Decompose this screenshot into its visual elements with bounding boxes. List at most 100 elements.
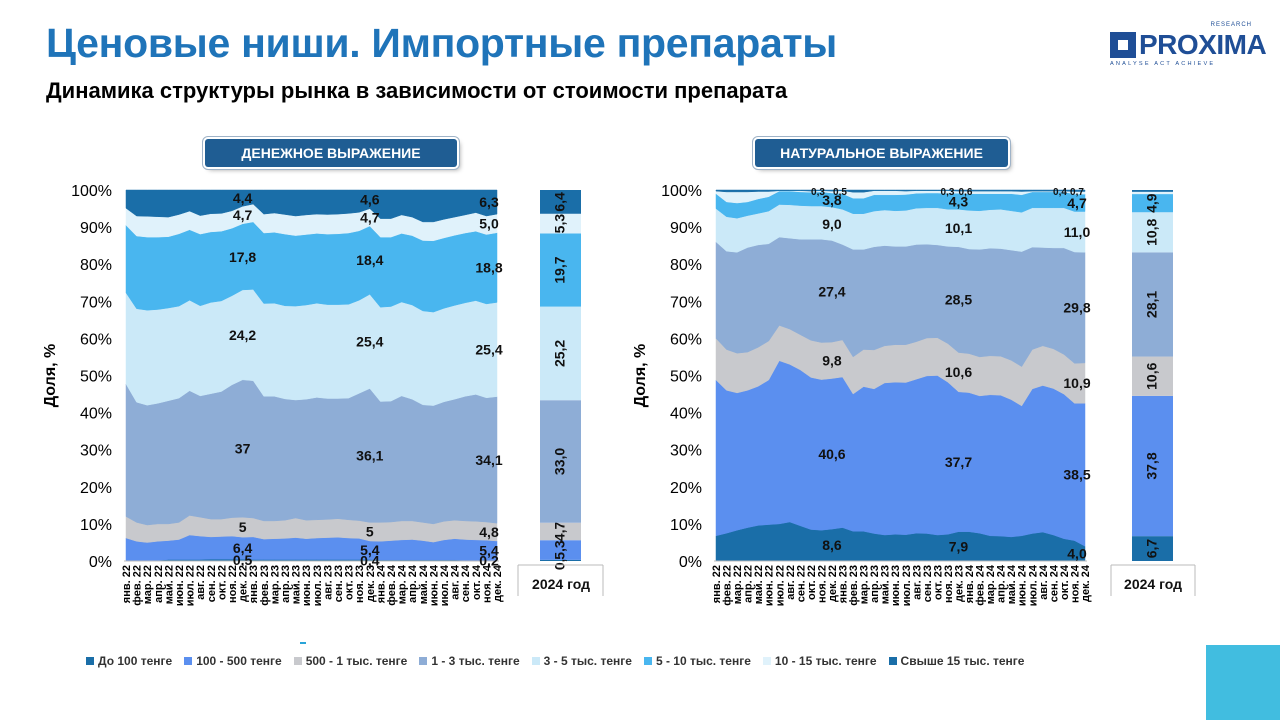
data-label: 0,7 xyxy=(1070,187,1084,198)
y-tick-label: 100% xyxy=(661,183,702,200)
legend-swatch xyxy=(293,657,302,665)
x-tick-label: июн. 22 xyxy=(764,565,776,606)
x-tick-label: дек. 23 xyxy=(365,565,377,602)
x-tick-label: янв. 22 xyxy=(711,565,723,603)
data-label: 0,5 xyxy=(833,187,847,198)
data-label: 4,4 xyxy=(233,190,253,206)
logo-research: RESEARCH xyxy=(1210,22,1252,28)
annual-bar-segment xyxy=(540,522,581,541)
data-label: 0,2 xyxy=(479,553,499,569)
logo-word: PROXIMA xyxy=(1139,29,1267,60)
x-tick-label: фев. 24 xyxy=(975,564,987,606)
legend-swatch xyxy=(531,657,540,665)
data-label: 10,1 xyxy=(945,220,972,236)
annual-data-label: 6,4 xyxy=(552,192,568,212)
annual-bar-segment xyxy=(1132,194,1173,213)
data-label: 10,9 xyxy=(1063,375,1090,391)
legend-swatch xyxy=(86,657,94,665)
data-label: 0,3 xyxy=(941,187,955,198)
annual-data-label: 28,1 xyxy=(1144,291,1160,318)
data-label: 24,2 xyxy=(229,327,256,343)
x-tick-label: апр. 23 xyxy=(280,565,292,603)
annual-label: 2024 год xyxy=(532,576,590,592)
data-label: 6,3 xyxy=(479,194,499,210)
money-value-tab[interactable]: ДЕНЕЖНОЕ ВЫРАЖЕНИЕ xyxy=(205,139,457,167)
y-tick-label: 80% xyxy=(670,257,702,274)
data-label: 25,4 xyxy=(475,342,502,358)
area-series-7 xyxy=(125,189,498,223)
x-tick-label: янв. 23 xyxy=(838,565,850,603)
x-tick-label: авг. 24 xyxy=(450,564,462,600)
page-title: Ценовые ниши. Импортные препараты xyxy=(46,20,837,66)
legend-label: 5 - 10 тыс. тенге xyxy=(655,654,751,668)
data-label: 0,4 xyxy=(360,552,380,568)
data-label: 37 xyxy=(235,440,251,456)
annual-bar-segment xyxy=(1132,191,1173,195)
annual-bar-segment xyxy=(1132,536,1173,561)
annual-bar-segment xyxy=(1132,190,1173,192)
x-tick-label: апр. 24 xyxy=(996,564,1008,603)
data-label: 4,7 xyxy=(233,207,253,223)
x-tick-label: мар. 23 xyxy=(859,565,871,604)
data-label: 40,6 xyxy=(818,446,845,462)
x-tick-label: июн. 24 xyxy=(1017,564,1029,606)
data-label: 18,4 xyxy=(356,252,383,268)
x-tick-label: ноя. 24 xyxy=(481,564,493,603)
y-axis-title: Доля, % xyxy=(42,344,59,408)
data-label: 4,6 xyxy=(360,191,380,207)
x-tick-label: май. 22 xyxy=(163,565,175,604)
x-tick-label: фев. 22 xyxy=(722,565,734,606)
annual-label: 2024 год xyxy=(1124,576,1182,592)
annual-bar-segment xyxy=(540,559,581,561)
annual-data-label: 4,9 xyxy=(1144,193,1160,213)
y-tick-label: 40% xyxy=(670,406,702,423)
legend-swatch xyxy=(888,657,897,665)
legend-label: 3 - 5 тыс. тенге xyxy=(543,654,632,668)
legend-swatch xyxy=(762,657,771,665)
x-tick-label: июл. 23 xyxy=(312,565,324,606)
y-tick-label: 70% xyxy=(670,294,702,311)
legend-label: 10 - 15 тыс. тенге xyxy=(774,654,877,668)
y-tick-label: 50% xyxy=(80,369,112,386)
legend-label: Свыше 15 тыс. тенге xyxy=(900,654,1025,668)
x-tick-label: май. 23 xyxy=(880,565,892,604)
annual-data-label: 10,8 xyxy=(1144,218,1160,245)
x-tick-label: апр. 24 xyxy=(407,564,419,603)
chart-money: 0% 10% 20% 30% 40% 50% 60% 70% 80% 90% 100% Доля, %… xyxy=(42,183,604,606)
x-tick-label: дек. 23 xyxy=(953,565,965,602)
annual-bar-segment xyxy=(1132,356,1173,396)
legend-label: 100 - 500 тенге xyxy=(196,654,282,668)
legend-item: 10 - 15 тыс. тенге xyxy=(762,654,877,668)
data-label: 37,7 xyxy=(945,454,972,470)
x-tick-label: дек. 24 xyxy=(1080,564,1092,602)
y-tick-label: 90% xyxy=(670,220,702,237)
x-tick-label: авг. 22 xyxy=(195,565,207,600)
data-label: 8,6 xyxy=(822,537,842,553)
logo-tagline: ANALYSE ACT ACHIEVE xyxy=(1110,61,1216,67)
data-label: 4,8 xyxy=(479,524,499,540)
data-label: 4,0 xyxy=(1067,546,1087,562)
x-tick-label: мар. 23 xyxy=(269,565,281,604)
annual-bar-segment xyxy=(540,540,581,560)
legend-swatch xyxy=(643,657,652,665)
data-label: 5,4 xyxy=(360,542,380,558)
accent-dash xyxy=(300,642,306,644)
data-label: 6,4 xyxy=(233,540,253,556)
data-label: 0,3 xyxy=(811,187,825,198)
area-series-7 xyxy=(715,189,1086,193)
legend-item: 3 - 5 тыс. тенге xyxy=(531,654,632,668)
x-tick-label: июн. 22 xyxy=(174,565,186,606)
units-value-tab[interactable]: НАТУРАЛЬНОЕ ВЫРАЖЕНИЕ xyxy=(755,139,1008,167)
y-tick-label: 0% xyxy=(89,554,112,571)
data-label: 5,0 xyxy=(479,215,499,231)
data-label: 38,5 xyxy=(1063,467,1090,483)
chart-units: 0% 10% 20% 30% 40% 50% 60% 70% 80% 90% 100% Доля, %… xyxy=(632,183,1196,606)
x-tick-label: фев. 23 xyxy=(848,565,860,606)
x-tick-label: мар. 22 xyxy=(142,565,154,604)
annual-data-label: 33,0 xyxy=(552,448,568,475)
x-tick-label: окт. 24 xyxy=(471,564,483,600)
y-tick-label: 10% xyxy=(80,517,112,534)
annual-data-label: 37,8 xyxy=(1144,452,1160,479)
y-tick-label: 80% xyxy=(80,257,112,274)
chart-legend: До 100 тенге 100 - 500 тенге 500 - 1 тыс. … xyxy=(86,654,1024,668)
